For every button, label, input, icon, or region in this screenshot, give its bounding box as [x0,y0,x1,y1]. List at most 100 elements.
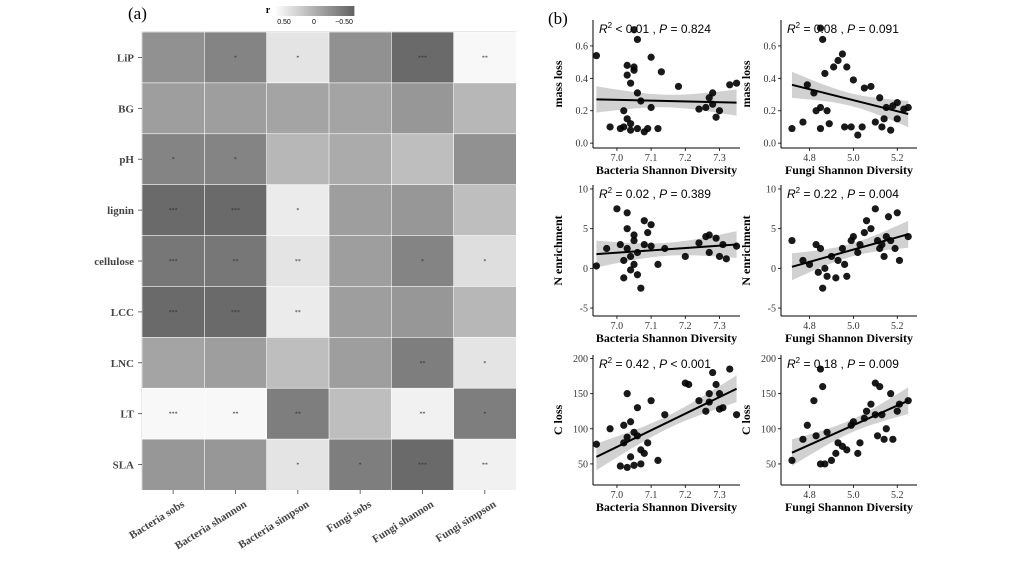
legend-gradient-step [292,6,295,16]
data-point [647,53,655,61]
data-point [620,256,628,265]
legend-gradient-step [274,6,277,16]
legend-gradient-step [334,6,337,16]
heatmap-cell [204,235,268,288]
data-point [871,205,879,213]
data-point [623,390,631,398]
heatmap-cell [453,82,517,135]
data-point [705,390,713,398]
data-point [841,123,849,131]
y-tick-label: 150 [761,389,776,400]
y-axis-title: N enrichment [739,215,753,285]
data-point [633,124,642,133]
legend-gradient-step [328,6,331,16]
data-point [637,460,645,468]
data-point [834,256,842,265]
x-tick-label: 5.0 [847,490,860,501]
legend-gradient-step [316,6,319,16]
legend-gradient-step [276,6,279,16]
data-point [644,124,652,133]
data-point [816,365,825,373]
legend-tick-label: 0.50 [277,19,291,26]
legend-gradient-step [312,6,315,16]
y-tick-label: 0.0 [764,139,777,150]
data-point [644,439,652,447]
data-point [630,461,638,469]
legend-gradient-step [350,6,353,16]
data-point [803,81,811,89]
data-point [712,380,720,389]
heatmap-cell [204,387,268,440]
data-point [816,103,825,112]
data-point [887,390,895,398]
data-point [819,35,827,44]
data-point [623,71,631,79]
data-point [654,456,662,465]
data-point [627,266,635,274]
legend-gradient-step [286,6,289,16]
legend-gradient-step [320,6,323,16]
x-tick-label: 5.0 [847,321,860,332]
y-axis-title: C loss [551,405,565,436]
data-point [854,449,862,457]
legend-gradient-step [306,6,309,16]
heatmap-row-label: LNC [111,358,134,370]
data-point [709,368,717,377]
stats-annotation: R2 < 0.01 , P = 0.824 [599,21,711,36]
x-tick-label: 7.0 [611,490,624,501]
data-point [893,99,901,107]
legend-gradient-step [332,6,335,16]
heatmap-cell [204,184,268,237]
data-point [849,233,857,241]
significance-label: * [483,412,486,418]
heatmap-cell [328,184,392,237]
heatmap-cell [266,337,330,389]
heatmap-cell [391,235,455,288]
data-point [715,252,724,261]
data-point [702,103,710,112]
data-point [627,79,635,87]
data-point [592,440,601,448]
data-point [661,411,669,419]
significance-label: * [483,361,486,367]
legend-gradient-step [336,6,339,16]
data-point [633,248,642,257]
data-point [627,453,635,461]
regression-line [791,233,909,268]
y-tick-label: 5 [583,224,588,235]
significance-label: ** [420,361,426,367]
significance-label: * [483,259,486,265]
data-point [726,81,734,89]
data-point [616,462,624,470]
y-tick-label: 200 [573,354,588,365]
data-point [849,76,857,84]
legend-gradient-step [298,6,301,16]
data-point [712,234,720,242]
significance-label: *** [231,310,240,316]
heatmap-cell [266,286,330,338]
data-point [620,107,628,115]
y-tick-label: 50 [578,459,588,470]
heatmap-column-label: Bacteria sobs [127,498,187,542]
data-point [620,123,628,131]
data-point [812,432,820,440]
data-point [816,24,825,32]
heatmap-cell [453,387,517,440]
stats-annotation: R2 = 0.22 , P = 0.004 [787,186,899,201]
data-point [647,397,655,405]
heatmap-cell [453,438,517,491]
data-point [630,260,638,268]
data-point [895,256,904,265]
data-point [843,272,851,280]
data-point [633,404,642,412]
regression-line [791,83,909,115]
data-point [623,225,631,233]
data-point [893,407,901,415]
data-point [654,124,662,133]
data-point [633,35,642,44]
heatmap-row-label: SLA [113,460,134,472]
heatmap-cell [204,337,268,389]
heatmap-cell [141,387,205,440]
